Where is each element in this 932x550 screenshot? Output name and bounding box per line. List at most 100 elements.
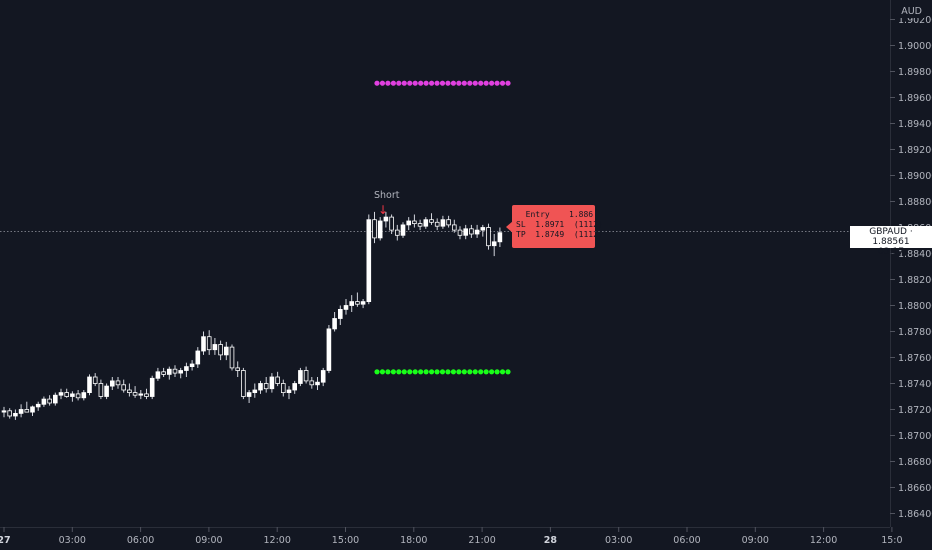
take-profit-dot: [499, 369, 506, 375]
candle-body: [81, 392, 87, 399]
candle-body: [166, 368, 172, 375]
take-profit-dot: [379, 369, 386, 375]
candle-body: [18, 409, 24, 414]
tp-value: 1.8749: [535, 230, 565, 239]
candle-body: [212, 344, 218, 351]
candle-body: [406, 220, 411, 226]
candle-body: [280, 383, 286, 394]
candle-body: [412, 220, 417, 224]
price-axis-label: 1.87800: [898, 327, 932, 338]
candle-body: [474, 229, 480, 235]
candle-body: [303, 370, 309, 382]
price-axis-label: 1.88000: [898, 301, 932, 312]
time-axis[interactable]: 27 03:00 06:00 09:00 12:00 15:00 18:00 21:00 28 0…: [0, 527, 903, 546]
take-profit-dot: [505, 369, 511, 375]
candle-body: [206, 336, 212, 351]
candle-body: [189, 363, 195, 367]
candle-body: [241, 370, 246, 397]
candle-body: [252, 389, 258, 393]
badge-separator: ·: [909, 227, 913, 237]
candle-body: [24, 409, 30, 413]
take-profit-dot: [489, 369, 495, 375]
candle-body: [497, 232, 503, 243]
candle-body: [41, 398, 47, 405]
current-price-badge[interactable]: GBPAUD · 1.88561 03:17: [850, 226, 932, 257]
candle-body: [87, 376, 92, 394]
stop-loss-dot: [428, 80, 435, 86]
take-profit-dot: [456, 369, 462, 375]
take-profit-dot: [450, 369, 457, 375]
candle-body: [286, 389, 292, 393]
price-axis-label: 1.86800: [898, 457, 932, 468]
candle-body: [92, 376, 98, 384]
stop-loss-dot: [418, 80, 424, 86]
candle-body: [355, 301, 360, 305]
stop-loss-dot: [379, 80, 386, 86]
candle-body: [434, 221, 440, 227]
candle-body: [75, 393, 81, 399]
stop-loss-dot: [445, 80, 451, 86]
candle-body: [480, 227, 486, 231]
price-axis-label: 1.86600: [898, 483, 932, 494]
candle-body: [201, 336, 206, 352]
candle-body: [246, 392, 252, 397]
sl-pips: (1112): [573, 220, 603, 229]
candle-body: [394, 229, 400, 236]
candle-body: [53, 394, 58, 404]
sl-label: SL: [516, 220, 526, 229]
candle-body: [172, 368, 178, 374]
candle-body: [104, 385, 109, 397]
candle-body: [377, 220, 383, 239]
candle-body: [372, 219, 377, 239]
candlestick-series: [1, 211, 503, 420]
candle-body: [366, 219, 372, 302]
take-profit-dot: [390, 369, 396, 375]
price-axis-label: 1.89600: [898, 93, 932, 104]
tp-label: TP: [516, 230, 526, 239]
price-axis-label: 1.88800: [898, 197, 932, 208]
stop-loss-dot: [412, 80, 418, 86]
signal-box-pointer: [506, 221, 513, 233]
candle-body: [161, 371, 166, 375]
candle-body: [446, 219, 451, 226]
take-profit-dot: [423, 369, 429, 375]
take-profit-dot: [374, 369, 380, 375]
candle-body: [309, 380, 315, 386]
candle-body: [298, 370, 303, 384]
time-axis-label: 15:0: [881, 535, 902, 546]
candle-body: [332, 318, 337, 330]
price-axis-label: 1.87000: [898, 431, 932, 442]
stop-loss-dot: [472, 80, 478, 86]
price-axis-label: 1.87600: [898, 353, 932, 364]
candle-body: [269, 376, 275, 390]
time-axis-label: 09:00: [195, 535, 222, 546]
candle-body: [491, 241, 497, 247]
candle-body: [423, 219, 429, 227]
price-axis-label: 1.89200: [898, 145, 932, 156]
stop-loss-dot: [483, 80, 489, 86]
candle-body: [132, 392, 138, 396]
short-arrow-icon: ↓: [378, 203, 389, 217]
candle-body: [440, 219, 446, 227]
badge-countdown: 03:17: [878, 247, 904, 257]
price-axis-label: 1.86400: [898, 509, 932, 520]
candle-body: [417, 223, 423, 227]
signal-info-box: Entry 1.886 SL 1.8971 (1112) TP 1.8749 (…: [512, 205, 603, 248]
candle-body: [155, 371, 161, 379]
price-axis-label: 1.89400: [898, 119, 932, 130]
tp-row: TP 1.8749 (1112): [516, 230, 603, 240]
signal-levels: [374, 80, 511, 375]
badge-symbol: GBPAUD: [869, 227, 907, 237]
time-axis-label: 12:00: [810, 535, 837, 546]
stop-loss-dot: [494, 80, 500, 86]
take-profit-dot: [461, 369, 467, 375]
stop-loss-dot: [461, 80, 467, 86]
currency-label[interactable]: AUD: [899, 5, 924, 18]
time-axis-label: 28: [544, 535, 558, 546]
time-axis-label: 06:00: [127, 535, 154, 546]
stop-loss-dot: [401, 80, 407, 86]
candle-body: [337, 308, 343, 319]
candle-body: [223, 346, 229, 356]
